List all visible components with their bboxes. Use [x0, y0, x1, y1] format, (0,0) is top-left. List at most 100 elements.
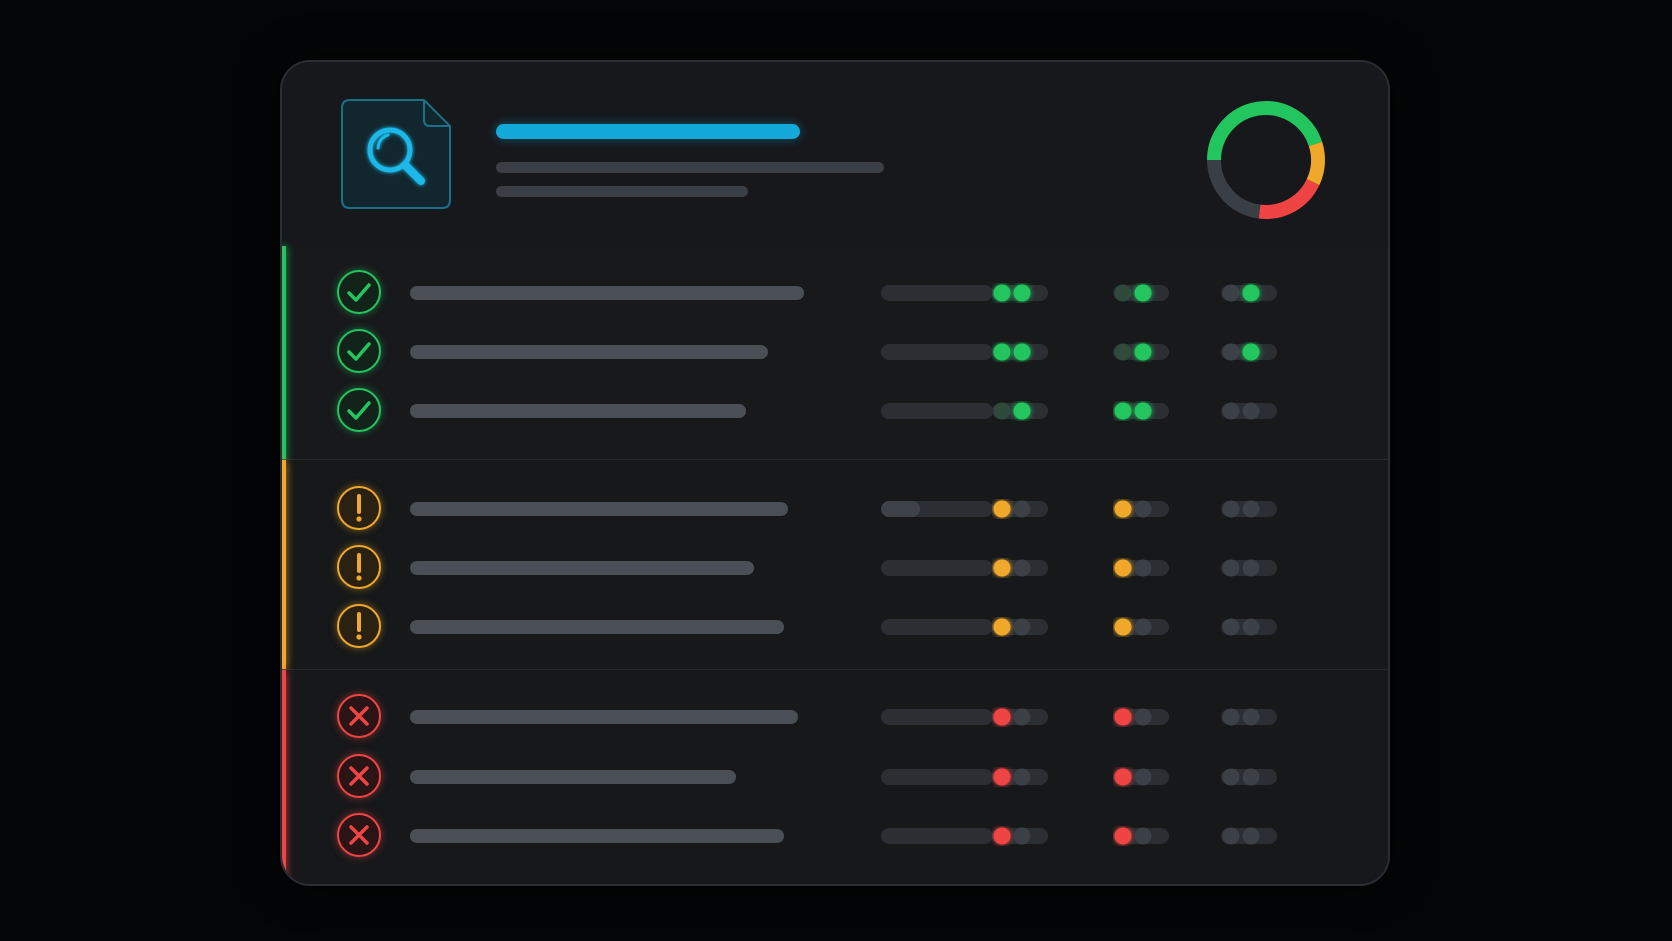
ring-segment-fail [1258, 178, 1320, 219]
indicator-dot-inactive [1242, 768, 1260, 786]
metric-indicator [1221, 343, 1277, 361]
exclamation-circle-icon [337, 486, 381, 530]
indicator-dot-inactive [1242, 618, 1260, 636]
indicator-dot-inactive [1134, 500, 1152, 518]
row-value-fill [881, 501, 921, 517]
result-row-warn[interactable] [282, 541, 1388, 593]
metric-indicator [1113, 500, 1169, 518]
metric-indicator [1113, 559, 1169, 577]
metric-indicator [1221, 708, 1277, 726]
indicator-dot-inactive [1242, 708, 1260, 726]
result-row-warn[interactable] [282, 600, 1388, 652]
indicator-dot-inactive [1134, 827, 1152, 845]
indicator-dot-inactive [1222, 402, 1240, 420]
metric-indicator [992, 708, 1048, 726]
results-card [280, 60, 1390, 886]
indicator-dot-active [1114, 500, 1132, 518]
indicator-dot-inactive [1134, 768, 1152, 786]
result-row-fail[interactable] [282, 809, 1388, 861]
result-row-pass[interactable] [282, 325, 1388, 377]
x-circle-icon [337, 754, 381, 798]
indicator-dot-active [1114, 618, 1132, 636]
row-value-bar [881, 344, 993, 360]
row-value-bar [881, 285, 993, 301]
indicator-dot-active [1114, 559, 1132, 577]
metric-indicator [1221, 402, 1277, 420]
indicator-dot-inactive [1114, 343, 1132, 361]
x-circle-icon [337, 694, 381, 738]
metric-indicator [992, 559, 1048, 577]
result-row-fail[interactable] [282, 690, 1388, 742]
metric-indicator [992, 343, 1048, 361]
metric-indicator [1113, 343, 1169, 361]
row-name-placeholder [410, 561, 754, 575]
metric-indicator [1221, 768, 1277, 786]
row-value-bar [881, 828, 993, 844]
indicator-dot-active [993, 708, 1011, 726]
group-accent-pass [282, 246, 286, 459]
row-value-bar [881, 769, 993, 785]
check-circle-icon [337, 329, 381, 373]
row-value-bar [881, 501, 993, 517]
indicator-dot-active [1013, 402, 1031, 420]
metric-indicator [1113, 768, 1169, 786]
indicator-dot-inactive [1134, 708, 1152, 726]
metric-indicator [1113, 708, 1169, 726]
row-name-placeholder [410, 829, 784, 843]
indicator-dot-inactive [1222, 284, 1240, 302]
metric-indicator [992, 284, 1048, 302]
indicator-dot-active [1013, 343, 1031, 361]
ring-segment-warn [1306, 141, 1325, 186]
row-name-placeholder [410, 710, 798, 724]
metric-indicator [992, 618, 1048, 636]
ring-segment-inactive [1207, 159, 1261, 219]
indicator-dot-inactive [1013, 618, 1031, 636]
summary-ring-chart [1207, 101, 1325, 219]
check-circle-icon [337, 270, 381, 314]
indicator-dot-inactive [1242, 500, 1260, 518]
indicator-dot-inactive [1013, 768, 1031, 786]
indicator-dot-active [1134, 402, 1152, 420]
indicator-dot-inactive [1222, 559, 1240, 577]
indicator-dot-active [993, 284, 1011, 302]
metric-indicator [1113, 827, 1169, 845]
metric-indicator [992, 402, 1048, 420]
indicator-dot-active [1134, 343, 1152, 361]
metric-indicator [1113, 402, 1169, 420]
indicator-dot-inactive [1222, 708, 1240, 726]
indicator-dot-active [993, 618, 1011, 636]
indicator-dot-inactive [1222, 343, 1240, 361]
indicator-dot-active [993, 500, 1011, 518]
indicator-dot-active [1114, 768, 1132, 786]
indicator-dot-active [1242, 343, 1260, 361]
result-row-pass[interactable] [282, 384, 1388, 436]
report-meta-placeholder [496, 186, 748, 197]
report-subtitle-placeholder [496, 162, 884, 173]
report-title-placeholder [496, 124, 800, 139]
indicator-dot-inactive [1242, 559, 1260, 577]
row-value-bar [881, 560, 993, 576]
result-row-pass[interactable] [282, 266, 1388, 318]
indicator-dot-active [1114, 827, 1132, 845]
metric-indicator [1221, 284, 1277, 302]
row-value-bar [881, 403, 993, 419]
result-row-fail[interactable] [282, 750, 1388, 802]
indicator-dot-inactive [1114, 284, 1132, 302]
group-warning [282, 460, 1388, 670]
row-value-bar [881, 709, 993, 725]
metric-indicator [1221, 500, 1277, 518]
result-row-warn[interactable] [282, 482, 1388, 534]
ring-segment-pass [1207, 101, 1323, 161]
indicator-dot-inactive [1013, 827, 1031, 845]
indicator-dot-active [1242, 284, 1260, 302]
indicator-dot-inactive [1222, 768, 1240, 786]
indicator-dot-inactive [1134, 618, 1152, 636]
row-name-placeholder [410, 770, 736, 784]
exclamation-circle-icon [337, 545, 381, 589]
x-circle-icon [337, 813, 381, 857]
row-name-placeholder [410, 345, 768, 359]
group-accent-warn [282, 460, 286, 669]
report-header [282, 62, 1388, 247]
metric-indicator [1113, 284, 1169, 302]
row-name-placeholder [410, 502, 788, 516]
